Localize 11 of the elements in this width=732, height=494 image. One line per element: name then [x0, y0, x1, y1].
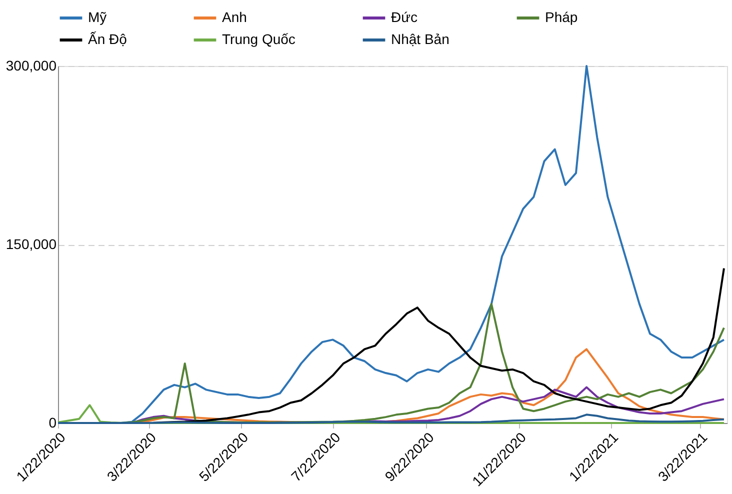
- line-series: [57, 414, 725, 424]
- y-tick-label: 300,000: [6, 58, 57, 74]
- legend-label: Pháp: [545, 9, 578, 25]
- legend-label: Anh: [222, 9, 247, 25]
- legend-label: Đức: [391, 9, 418, 25]
- legend-label: Mỹ: [88, 9, 107, 25]
- y-tick-label: 0: [48, 414, 57, 430]
- legend-label: Trung Quốc: [222, 31, 296, 47]
- legend-label: Ấn Độ: [88, 31, 128, 47]
- y-tick-label: 150,000: [6, 236, 57, 252]
- legend-label: Nhật Bản: [391, 31, 450, 47]
